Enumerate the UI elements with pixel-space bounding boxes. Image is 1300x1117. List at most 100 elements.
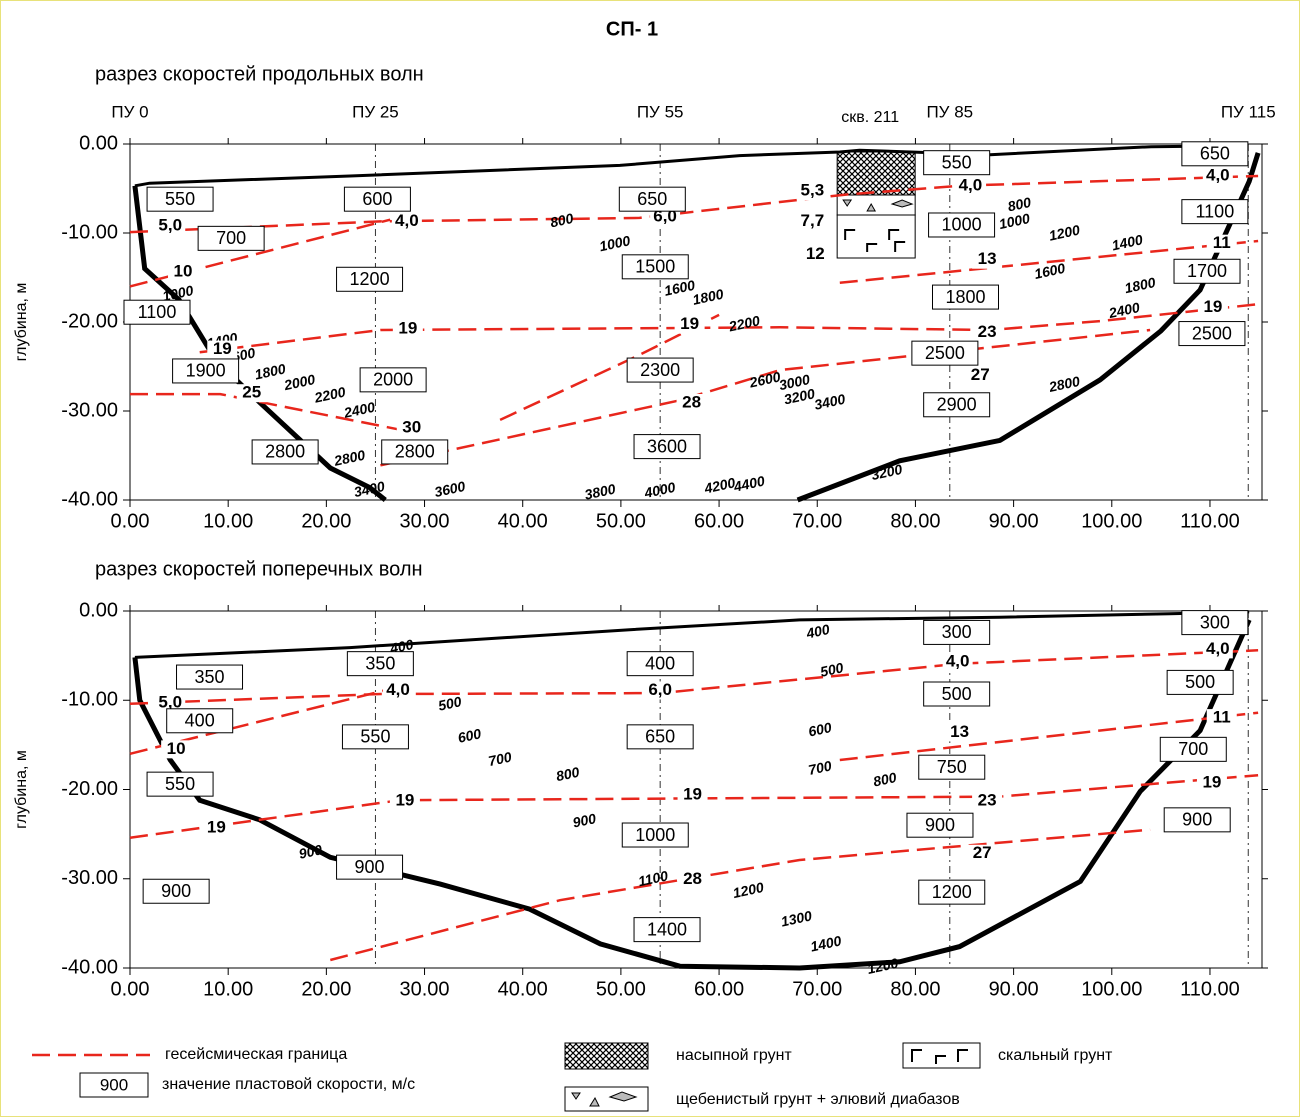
legend-label: скальный грунт bbox=[998, 1047, 1113, 1064]
boundary-label: 19 bbox=[207, 817, 226, 836]
y-tick-label: -20.00 bbox=[61, 778, 118, 800]
velocity-label: 1400 bbox=[647, 919, 687, 939]
contour-label: 600 bbox=[807, 719, 833, 740]
boundary-label: 6,0 bbox=[648, 680, 672, 699]
x-tick-label: 100.00 bbox=[1081, 510, 1142, 532]
boundary-label: 10 bbox=[174, 262, 193, 281]
borehole: скв. 211 bbox=[837, 109, 915, 258]
boundary-label: 4,0 bbox=[946, 651, 970, 670]
x-tick-label: 10.00 bbox=[203, 978, 253, 1000]
boundary-label: 4,0 bbox=[1206, 639, 1230, 658]
y-tick-label: -30.00 bbox=[61, 867, 118, 889]
x-tick-label: 90.00 bbox=[989, 978, 1039, 1000]
legend-label: гесейсмическая граница bbox=[165, 1046, 347, 1063]
contour-label: 900 bbox=[571, 810, 597, 831]
velocity-label: 1200 bbox=[350, 269, 390, 289]
borehole-fill bbox=[837, 152, 915, 195]
velocity-label: 650 bbox=[1200, 144, 1230, 164]
contour-label: 900 bbox=[297, 841, 323, 862]
velocity-label: 600 bbox=[362, 189, 392, 209]
x-tick-label: 10.00 bbox=[203, 510, 253, 532]
y-tick-label: -20.00 bbox=[61, 310, 118, 332]
velocity-label: 650 bbox=[645, 727, 675, 747]
boundary-label: 23 bbox=[978, 322, 997, 341]
x-tick-label: 110.00 bbox=[1180, 978, 1240, 1000]
x-tick-label: 110.00 bbox=[1180, 510, 1240, 532]
contour-label: 1000 bbox=[997, 210, 1031, 232]
y-tick-label: -10.00 bbox=[61, 221, 118, 243]
velocity-label: 2000 bbox=[373, 370, 413, 390]
velocity-label: 900 bbox=[355, 857, 385, 877]
contour-label: 400 bbox=[804, 621, 831, 642]
picket-label: ПУ 115 bbox=[1221, 102, 1276, 121]
velocity-label: 350 bbox=[195, 667, 225, 687]
contour-label: 2600 bbox=[747, 368, 782, 390]
contour-label: 1000 bbox=[598, 232, 632, 254]
velocity-label: 1100 bbox=[1196, 201, 1235, 221]
contour-label: 1400 bbox=[809, 932, 843, 954]
velocity-label: 500 bbox=[1185, 672, 1215, 692]
chart-title: СП- 1 bbox=[606, 18, 658, 40]
x-tick-label: 60.00 bbox=[694, 510, 744, 532]
velocity-label: 650 bbox=[637, 189, 667, 209]
velocity-label: 550 bbox=[360, 727, 390, 747]
velocity-label: 700 bbox=[216, 228, 246, 248]
velocity-label: 1500 bbox=[635, 257, 675, 277]
borehole-label: скв. 211 bbox=[841, 109, 899, 126]
boundary-label: 23 bbox=[978, 791, 997, 810]
velocity-label: 550 bbox=[165, 189, 195, 209]
velocity-label: 700 bbox=[1178, 739, 1208, 759]
velocity-label: 750 bbox=[937, 757, 967, 777]
boundary-label: 5,0 bbox=[158, 215, 182, 234]
y-tick-label: 0.00 bbox=[79, 599, 118, 621]
x-tick-label: 90.00 bbox=[989, 510, 1039, 532]
boundary-label: 4,0 bbox=[959, 175, 983, 194]
boundary-label: 19 bbox=[213, 339, 232, 358]
surface-line bbox=[135, 612, 1249, 658]
x-tick-label: 40.00 bbox=[498, 978, 548, 1000]
borehole-rock bbox=[837, 215, 915, 258]
x-tick-label: 30.00 bbox=[400, 510, 450, 532]
velocity-label: 350 bbox=[365, 653, 395, 673]
boundary-label: 19 bbox=[395, 791, 414, 810]
velocity-label: 1000 bbox=[942, 215, 982, 235]
boundary-label: 12 bbox=[806, 244, 825, 263]
boundary-label: 28 bbox=[682, 392, 701, 411]
x-tick-label: 40.00 bbox=[498, 510, 548, 532]
seismic-boundary bbox=[130, 650, 1258, 704]
contour-label: 1400 bbox=[1110, 231, 1144, 253]
x-tick-label: 70.00 bbox=[792, 978, 842, 1000]
x-tick-label: 80.00 bbox=[890, 510, 940, 532]
y-tick-label: -10.00 bbox=[61, 689, 118, 711]
boundary-label: 13 bbox=[950, 722, 969, 741]
velocity-label: 1800 bbox=[945, 287, 985, 307]
boundary-label: 30 bbox=[402, 417, 421, 436]
picket-label: ПУ 85 bbox=[926, 102, 973, 121]
boundary-label: 11 bbox=[1213, 708, 1231, 727]
velocity-label: 1200 bbox=[932, 882, 972, 902]
velocity-label: 900 bbox=[1182, 810, 1212, 830]
velocity-label: 1100 bbox=[138, 302, 177, 322]
contour-label: 800 bbox=[555, 764, 581, 785]
y-tick-label: -40.00 bbox=[61, 488, 118, 510]
x-tick-label: 0.00 bbox=[111, 978, 150, 1000]
boundary-label: 5,3 bbox=[801, 181, 825, 200]
chart-subtitle: разрез скоростей поперечных волн bbox=[95, 558, 423, 580]
contour-label: 4200 bbox=[702, 474, 737, 496]
boundary-label: 13 bbox=[978, 249, 997, 268]
contour-label: 600 bbox=[456, 725, 482, 746]
boundary-label: 10 bbox=[167, 739, 186, 758]
contour-label: 1200 bbox=[1047, 222, 1081, 244]
boundary-label: 4,0 bbox=[1206, 166, 1230, 185]
x-tick-label: 80.00 bbox=[890, 978, 940, 1000]
chart-0: СП- 1разрез скоростей продольных волнглу… bbox=[13, 18, 1275, 532]
seismic-boundary bbox=[130, 176, 1258, 232]
x-tick-label: 100.00 bbox=[1081, 978, 1142, 1000]
boundary-label: 19 bbox=[680, 314, 699, 333]
velocity-label: 1700 bbox=[1187, 261, 1227, 281]
boundary-label: 19 bbox=[683, 784, 702, 803]
contour-label: 1800 bbox=[691, 286, 725, 308]
contour-label: 2800 bbox=[332, 447, 367, 469]
legend-rubble-swatch bbox=[565, 1087, 648, 1111]
contour-label: 800 bbox=[872, 769, 898, 790]
